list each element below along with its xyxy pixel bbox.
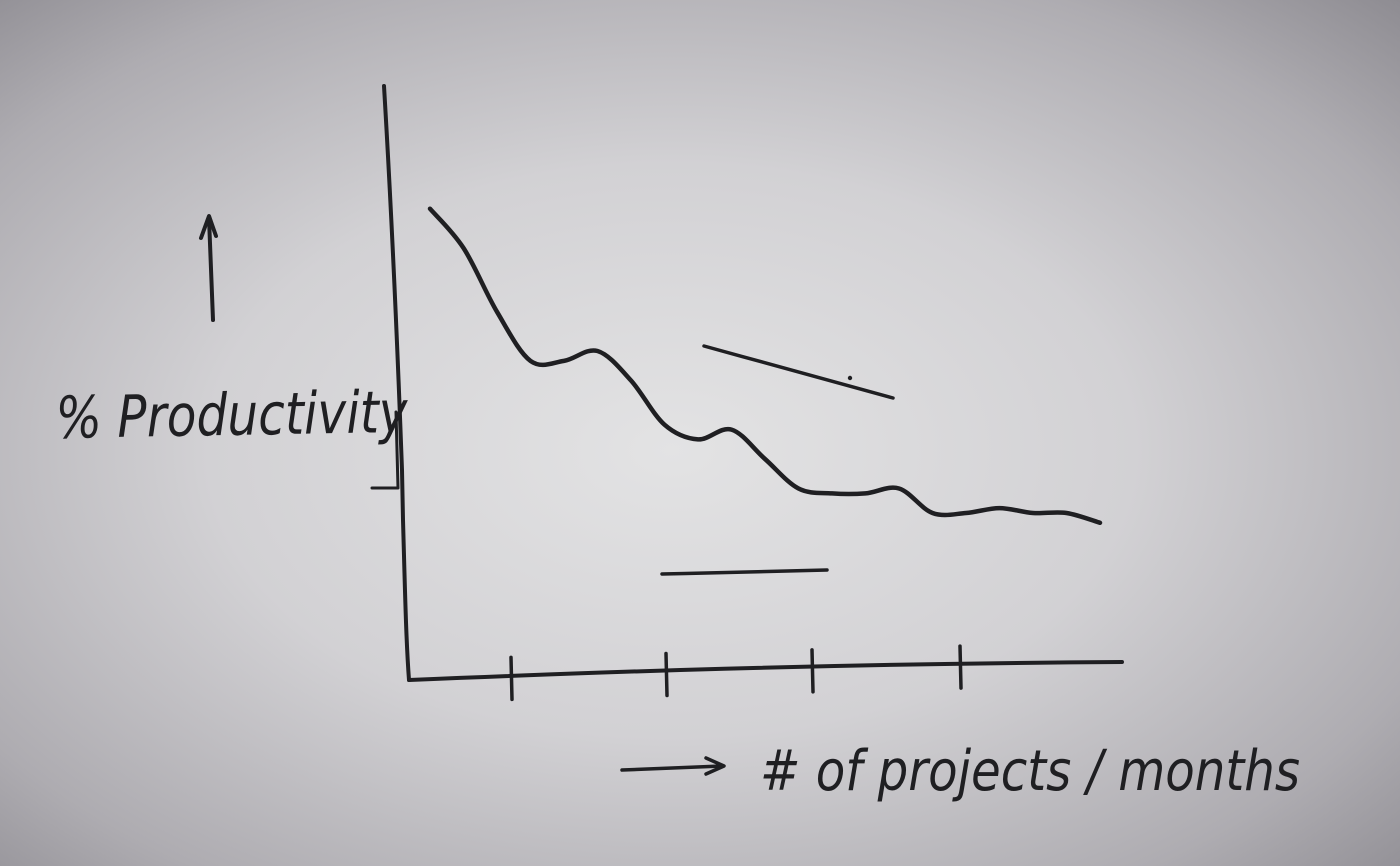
annotation-dot xyxy=(847,375,853,381)
y-axis-bracket-mark xyxy=(370,410,400,490)
annotation-slanted-line xyxy=(702,344,895,400)
x-tick-2 xyxy=(664,651,669,698)
x-tick-marks xyxy=(509,644,963,702)
y-axis-label: % Productivity xyxy=(55,378,409,452)
series-line-productivity xyxy=(427,206,1103,526)
x-tick-1 xyxy=(509,655,514,702)
y-axis xyxy=(382,84,411,682)
annotation-horizontal-line xyxy=(660,568,829,576)
x-tick-4 xyxy=(958,644,963,690)
x-axis-label: # of projects / months xyxy=(760,739,1300,804)
right-arrow-icon xyxy=(620,756,726,776)
x-axis xyxy=(407,660,1124,682)
up-arrow-icon xyxy=(199,214,218,322)
x-tick-3 xyxy=(810,648,815,694)
